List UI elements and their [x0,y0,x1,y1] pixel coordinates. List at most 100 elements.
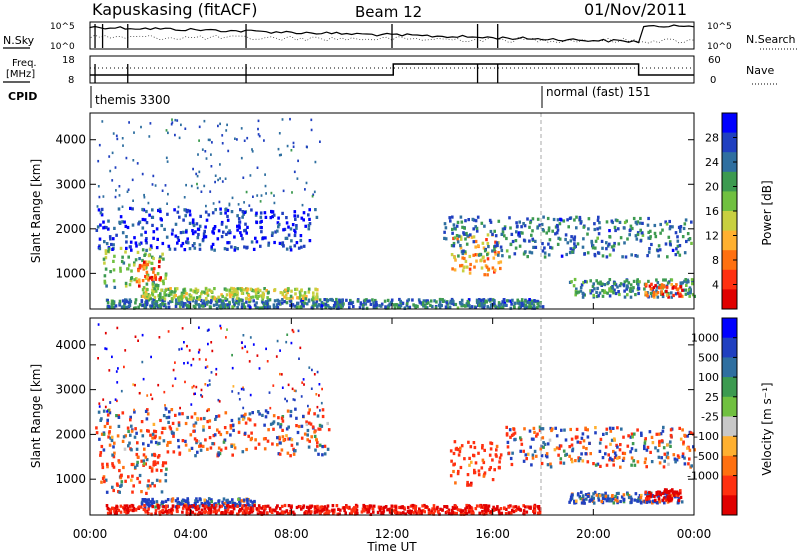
heatmap-cell [523,427,526,431]
heatmap-cell [205,358,207,361]
heatmap-cell [592,462,595,466]
colorbar-tick-label: 24 [705,156,719,169]
heatmap-cell [553,448,557,452]
heatmap-cell [196,236,200,240]
heatmap-cell [162,282,165,286]
heatmap-cell [233,446,237,450]
heatmap-cell [109,509,113,513]
heatmap-cell [228,241,231,245]
heatmap-cell [281,510,284,515]
heatmap-cell [545,455,549,459]
heatmap-cell [210,500,213,504]
heatmap-cell [117,367,119,370]
heatmap-cell [270,233,274,237]
heatmap-cell [143,503,146,508]
heatmap-cell [213,248,216,252]
heatmap-cell [472,235,476,239]
heatmap-cell [138,280,141,284]
heatmap-cell [503,506,506,511]
heatmap-cell [172,295,176,299]
heatmap-cell [154,440,158,445]
heatmap-cell [464,259,468,263]
heatmap-cell [461,225,464,229]
heatmap-cell [514,505,518,509]
heatmap-cell [679,285,683,289]
heatmap-cell [539,447,543,451]
heatmap-cell [144,305,148,309]
heatmap-cell [630,447,634,451]
heatmap-cell [605,255,609,259]
heatmap-cell [665,293,669,297]
heatmap-cell [650,460,654,464]
heatmap-cell [159,217,163,221]
heatmap-cell [225,504,229,508]
heatmap-cell [574,459,577,463]
heatmap-cell [302,211,306,215]
heatmap-cell [438,512,441,516]
heatmap-cell [259,200,262,203]
heatmap-cell [154,300,158,304]
heatmap-cell [128,441,131,445]
heatmap-cell [626,293,629,297]
heatmap-cell [608,253,612,257]
heatmap-cell [392,303,396,307]
heatmap-cell [556,225,559,229]
heatmap-cell [145,237,148,241]
heatmap-cell [591,289,594,293]
heatmap-cell [451,510,454,514]
heatmap-cell [176,509,179,514]
heatmap-cell [161,189,164,192]
heatmap-cell [650,435,654,439]
heatmap-cell [109,401,112,404]
heatmap-cell [232,443,236,447]
heatmap-cell [262,305,266,309]
heatmap-cell [399,511,402,515]
heatmap-cell [114,166,117,169]
heatmap-cell [219,163,221,166]
heatmap-cell [290,289,293,293]
heatmap-cell [612,449,615,454]
heatmap-cell [480,221,484,225]
heatmap-cell [217,508,221,512]
heatmap-cell [143,196,146,199]
heatmap-cell [449,301,452,305]
heatmap-cell [644,437,647,441]
nave-label: Nave [746,64,774,77]
heatmap-cell [536,306,539,310]
heatmap-cell [303,383,305,386]
heatmap-cell [679,489,682,493]
heatmap-cell [525,457,528,461]
heatmap-cell [120,305,124,309]
heatmap-cell [301,381,304,384]
heatmap-cell [292,145,295,148]
cpid-mode-2: normal (fast) 151 [546,85,650,99]
heatmap-cell [368,299,371,303]
heatmap-cell [133,131,135,134]
heatmap-cell [619,282,623,286]
heatmap-cell [228,293,232,297]
heatmap-cell [154,277,158,281]
heatmap-cell [517,231,521,235]
heatmap-cell [654,498,657,502]
heatmap-cell [472,227,475,231]
heatmap-cell [96,225,100,229]
heatmap-cell [493,248,496,252]
heatmap-cell [612,248,615,252]
heatmap-cell [257,289,260,293]
heatmap-cell [256,354,259,357]
heatmap-cell [317,427,320,431]
heatmap-cell [174,302,178,306]
heatmap-cell [150,469,154,473]
heatmap-cell [522,449,525,453]
heatmap-cell [123,504,127,508]
heatmap-cell [499,507,503,511]
heatmap-cell [275,303,279,307]
heatmap-cell [111,179,114,182]
heatmap-cell [660,439,664,443]
heatmap-cell [187,297,191,301]
heatmap-cell [170,232,174,236]
heatmap-cell [161,252,164,256]
heatmap-cell [259,215,263,219]
heatmap-cell [363,509,366,513]
heatmap-cell [281,428,284,432]
